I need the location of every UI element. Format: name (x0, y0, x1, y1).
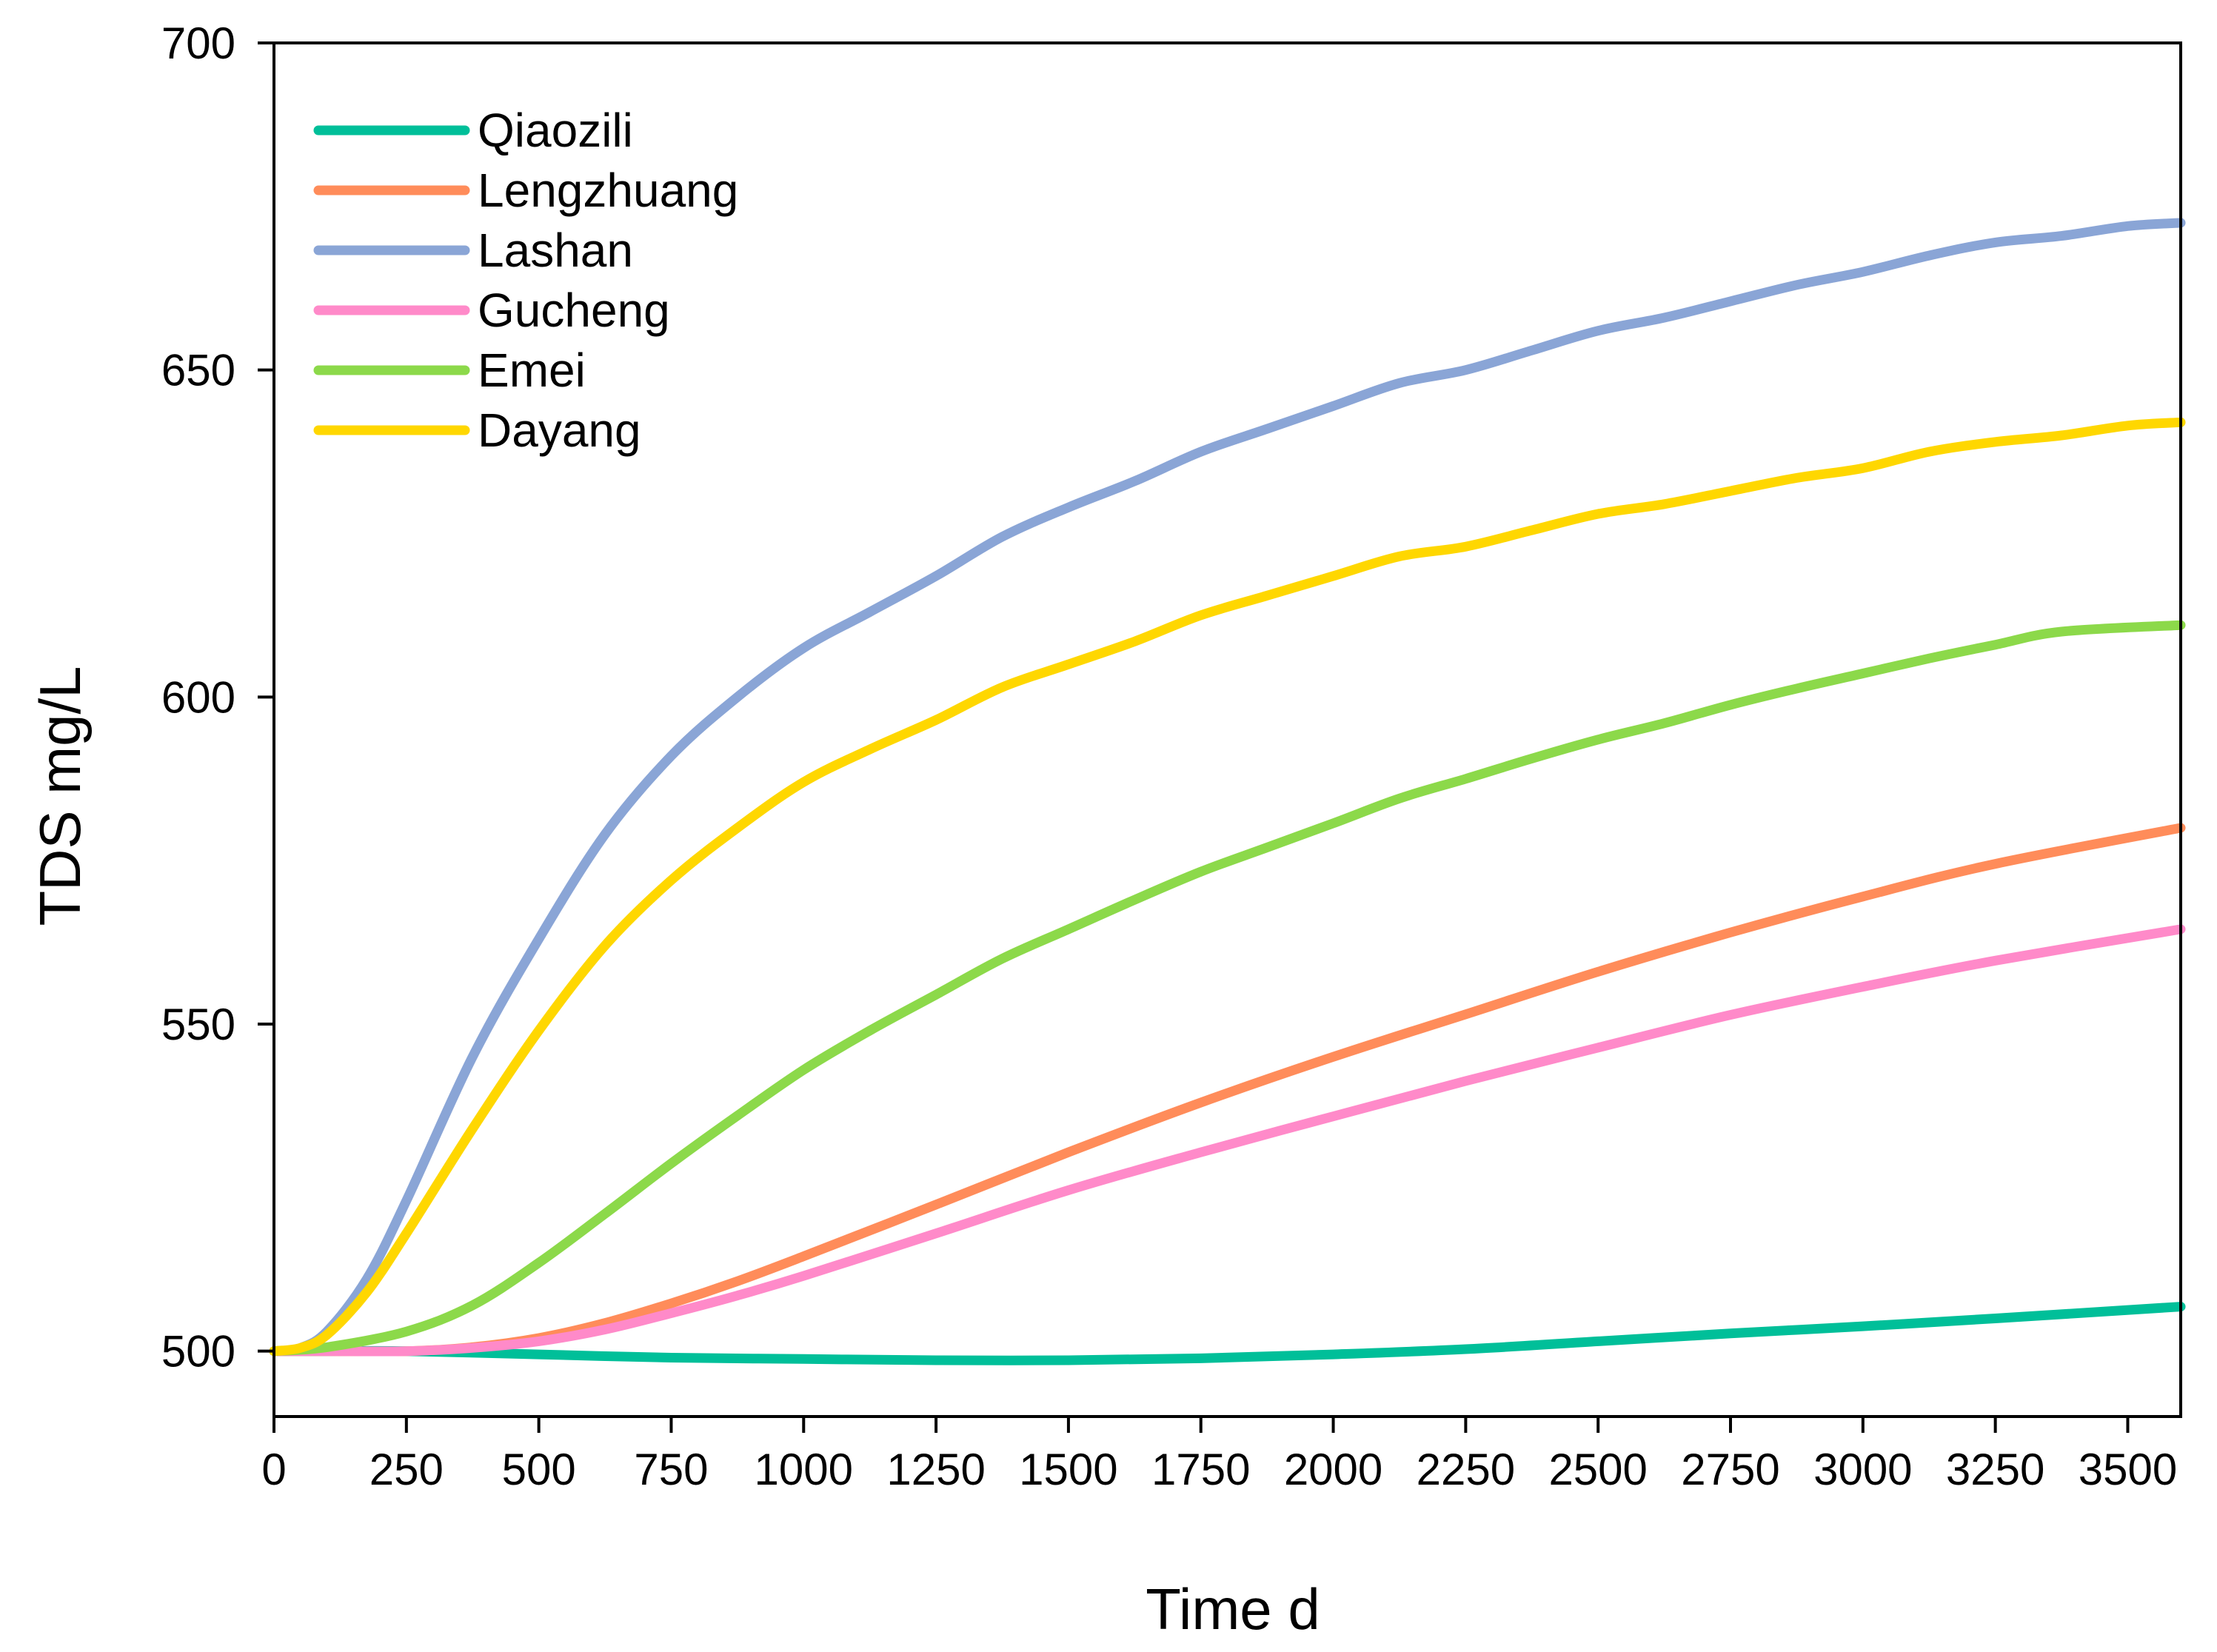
x-tick-label: 1750 (1151, 1445, 1250, 1494)
series-line-gucheng (269, 924, 2186, 1357)
y-tick-label: 600 (161, 672, 235, 722)
x-tick-label: 0 (261, 1445, 286, 1494)
legend: Qiaozili Lengzhuang Lashan Gucheng Emei Dayan… (313, 104, 738, 457)
x-tick-label: 2750 (1681, 1445, 1779, 1494)
y-tick-label: 550 (161, 1000, 235, 1049)
x-tick-label: 3000 (1813, 1445, 1912, 1494)
y-tick-label: 650 (161, 346, 235, 395)
legend-label-dayang: Dayang (478, 404, 641, 457)
y-tick-label: 500 (161, 1327, 235, 1377)
x-tick-label: 1250 (886, 1445, 985, 1494)
legend-label-lashan: Lashan (478, 224, 633, 277)
x-tick-label: 2500 (1548, 1445, 1647, 1494)
x-tick-label: 1000 (755, 1445, 853, 1494)
x-tick-label: 3500 (2079, 1445, 2177, 1494)
series-layer (269, 218, 2186, 1365)
x-tick-label: 500 (502, 1445, 576, 1494)
y-tick-label: 700 (161, 19, 235, 68)
axes-layer: 0 250 500 750 1000 1250 1500 1750 2000 2250 2500 27… (161, 19, 2182, 1494)
series-line-qiaozili (269, 1302, 2186, 1365)
series-line-dayang (269, 417, 2186, 1357)
x-tick-label: 250 (370, 1445, 444, 1494)
x-tick-label: 1500 (1019, 1445, 1117, 1494)
legend-label-lengzhuang: Lengzhuang (478, 164, 738, 217)
legend-label-emei: Emei (478, 344, 586, 397)
x-tick-label: 2250 (1417, 1445, 1515, 1494)
x-axis-title: Time d (1146, 1576, 1320, 1642)
plot-frame (272, 41, 2182, 1418)
legend-label-gucheng: Gucheng (478, 284, 670, 337)
x-tick-label: 3250 (1946, 1445, 2044, 1494)
series-line-lashan (269, 218, 2186, 1357)
y-axis-title: TDS mg/L (27, 666, 93, 926)
x-tick-label: 750 (634, 1445, 708, 1494)
legend-label-qiaozili: Qiaozili (478, 104, 633, 157)
x-tick-label: 2000 (1284, 1445, 1382, 1494)
series-line-emei (269, 620, 2186, 1357)
